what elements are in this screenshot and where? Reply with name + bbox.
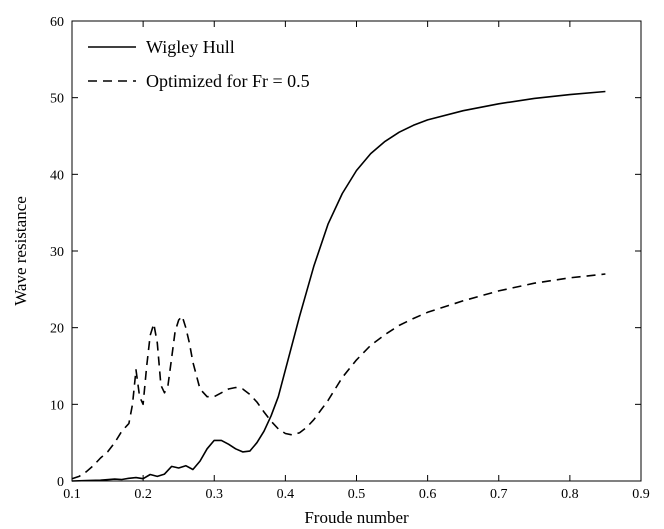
- x-tick-label: 0.1: [63, 487, 81, 502]
- y-tick-label: 0: [57, 475, 64, 490]
- x-tick-label: 0.6: [419, 487, 437, 502]
- x-axis-ticks: 0.1 0.2 0.3 0.4 0.5 0.6 0.7 0.8 0.9: [63, 21, 650, 502]
- legend-label-optimized: Optimized for Fr = 0.5: [146, 71, 310, 91]
- y-axis-label: Wave resistance: [11, 196, 30, 306]
- x-tick-label: 0.5: [348, 487, 366, 502]
- y-tick-label: 10: [50, 398, 64, 413]
- y-tick-label: 60: [50, 15, 64, 30]
- x-axis-label: Froude number: [304, 508, 409, 527]
- legend: Wigley Hull Optimized for Fr = 0.5: [88, 37, 310, 91]
- x-tick-label: 0.9: [632, 487, 650, 502]
- legend-label-wigley-hull: Wigley Hull: [146, 37, 235, 57]
- y-tick-label: 40: [50, 168, 64, 183]
- x-tick-label: 0.7: [490, 487, 508, 502]
- series-line-wigley-hull: [71, 90, 606, 482]
- series-layer: [71, 90, 606, 482]
- x-tick-label: 0.4: [277, 487, 295, 502]
- x-tick-label: 0.2: [134, 487, 152, 502]
- y-tick-label: 30: [50, 245, 64, 260]
- x-tick-label: 0.3: [206, 487, 224, 502]
- series-line-optimized: [71, 273, 606, 480]
- x-tick-label: 0.8: [561, 487, 579, 502]
- plot-frame: [71, 20, 642, 482]
- y-axis-ticks: 0 10 20 30 40 50 60: [50, 15, 641, 490]
- y-tick-label: 20: [50, 322, 64, 337]
- y-tick-label: 50: [50, 92, 64, 107]
